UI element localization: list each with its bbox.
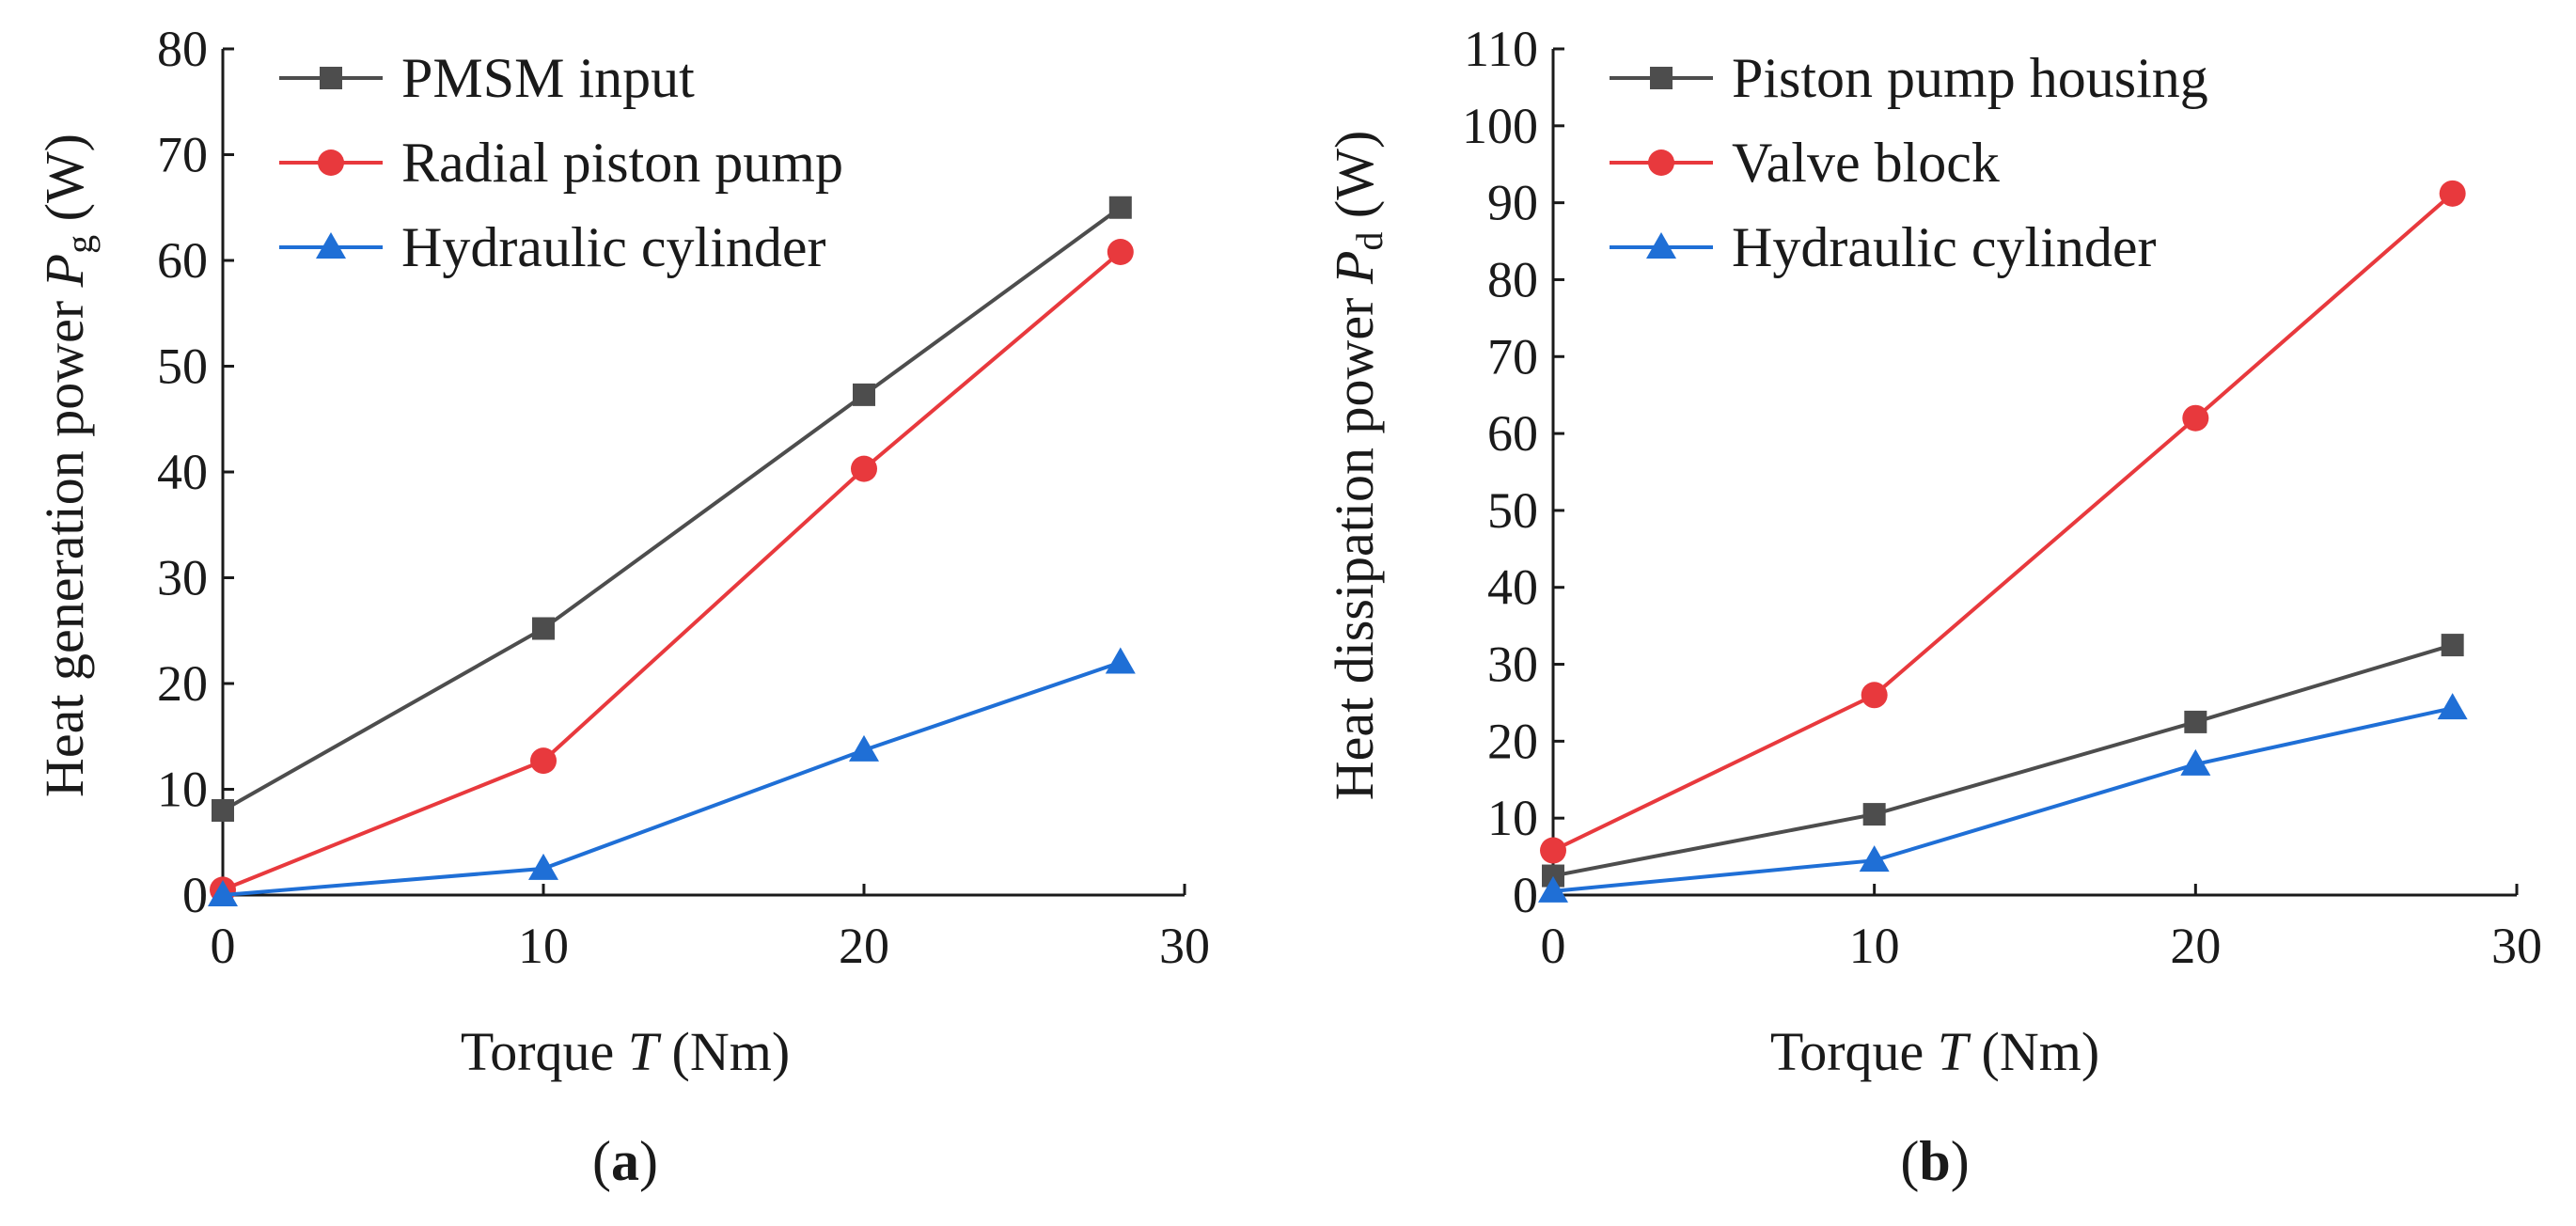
panel-a-series-line-2 <box>222 660 1122 897</box>
panel-a-y-tick-label: 50 <box>157 338 208 395</box>
panel-b-legend-marker-1 <box>1648 149 1674 176</box>
panel-a-x-tick-label: 0 <box>211 918 236 974</box>
panel-b-series-line-2 <box>1552 706 2454 893</box>
panel-a-y-tick-label: 40 <box>157 444 208 500</box>
panel-a-legend-marker-1 <box>318 149 344 176</box>
panel-b-series-2-point <box>2437 693 2468 720</box>
panel-b-series-1-point <box>2182 404 2209 432</box>
panel-a-x-axis-title: Torque T (Nm) <box>461 1021 790 1082</box>
panel-b-series-2-point <box>1538 875 1568 903</box>
panel-b-y-tick-label: 40 <box>1487 559 1538 616</box>
panel-b-series-0-point <box>2184 710 2207 733</box>
panel-a-series-0-point <box>1108 196 1132 219</box>
panel-a-x-tick-label: 10 <box>518 918 569 974</box>
panel-b-series <box>1538 180 2468 903</box>
panel-b-y-tick-label: 80 <box>1487 251 1538 307</box>
panel-a-y-tick-label: 60 <box>157 232 208 289</box>
panel-b-series-2-point <box>1859 845 1890 872</box>
panel-a-series-0-point <box>853 383 875 406</box>
panel-a-series <box>208 196 1136 906</box>
panel-b-ticks: 0 10 20 30 40 50 60 70 80 90 100 110 0 10 20 30 <box>1462 21 2542 974</box>
panel-b-y-tick-label: 70 <box>1487 328 1538 385</box>
panel-b-x-tick-label: 10 <box>1849 918 1900 974</box>
panel-b-x-tick-label: 30 <box>2491 918 2542 974</box>
panel-b-legend: Piston pump housing Valve block Hydraulic … <box>1610 47 2208 278</box>
panel-a-series-0-point <box>532 617 555 640</box>
panel-a-y-tick-label: 0 <box>182 867 208 923</box>
panel-a-series-2-point <box>849 734 879 762</box>
panel-a-series-line-1 <box>222 250 1123 892</box>
panel-b-y-tick-label: 10 <box>1487 790 1538 846</box>
panel-b-y-tick-label: 100 <box>1462 98 1538 154</box>
panel-b-series-0-point <box>2441 634 2464 657</box>
panel-b-legend-marker-2 <box>1646 232 1676 259</box>
panel-b-y-tick-label: 20 <box>1487 713 1538 769</box>
panel-b-x-tick-label: 20 <box>2170 918 2221 974</box>
panel-b-y-tick-label: 60 <box>1487 405 1538 462</box>
panel-b-x-axis-title: Torque T (Nm) <box>1770 1021 2099 1082</box>
panel-a-series-line-0 <box>222 206 1122 812</box>
panel-a-x-tick-label: 30 <box>1159 918 1210 974</box>
panel-b-axes <box>1551 49 2517 897</box>
panel-b-legend-label-2: Hydraulic cylinder <box>1732 216 2157 278</box>
panel-b-y-tick-label: 90 <box>1487 175 1538 231</box>
panel-a-series-1-point <box>851 455 877 482</box>
panel-a-series-0-point <box>212 799 234 822</box>
panel-a-y-tick-label: 80 <box>157 21 208 77</box>
panel-b-series-line-1 <box>1552 192 2454 853</box>
panel-b-chart: 0 10 20 30 40 50 60 70 80 90 100 110 0 10 20 30 Torque … <box>1324 21 2542 1192</box>
panel-a-series-2-point <box>1105 647 1136 674</box>
panel-a-y-axis-title: Heat generation power Pg (W) <box>34 134 101 797</box>
panel-a-series-1-point <box>530 747 557 775</box>
panel-b-series-1-point <box>2439 180 2466 207</box>
panel-a-label: (a) <box>592 1130 658 1192</box>
panel-a-legend-label-1: Radial piston pump <box>401 132 843 194</box>
panel-b-legend-label-0: Piston pump housing <box>1732 47 2208 109</box>
panel-a-ticks: 0 10 20 30 40 50 60 70 80 0 10 20 30 <box>157 21 1210 974</box>
panel-a-legend-marker-0 <box>320 67 342 89</box>
panel-b-series-2-point <box>2180 748 2211 776</box>
panel-b-legend-marker-0 <box>1650 67 1673 89</box>
panel-a-legend-label-0: PMSM input <box>401 47 695 109</box>
panel-b-legend-label-1: Valve block <box>1732 132 2000 194</box>
panel-b-y-tick-label: 0 <box>1513 867 1538 923</box>
panel-a-y-tick-label: 20 <box>157 655 208 712</box>
panel-b-y-axis-title: Heat dissipation power Pd (W) <box>1324 131 1390 801</box>
panel-b-series-1-point <box>1861 682 1888 709</box>
panel-b-y-tick-label: 50 <box>1487 482 1538 539</box>
panel-a-x-tick-label: 20 <box>839 918 889 974</box>
panel-b-y-tick-label: 110 <box>1464 21 1538 77</box>
panel-b-series-0-point <box>1862 803 1886 826</box>
panel-a-legend-marker-2 <box>316 232 346 259</box>
panel-a-legend: PMSM input Radial piston pump Hydraulic cy… <box>279 47 843 278</box>
panel-b-series-1-point <box>1540 837 1566 864</box>
panel-a-y-tick-label: 10 <box>157 762 208 818</box>
panel-a-y-tick-label: 30 <box>157 550 208 606</box>
panel-a-legend-label-2: Hydraulic cylinder <box>401 216 826 278</box>
panel-a-y-tick-label: 70 <box>157 127 208 183</box>
panel-a-series-1-point <box>1107 239 1134 265</box>
panel-b-series-line-0 <box>1552 643 2454 878</box>
panel-b-y-tick-label: 30 <box>1487 637 1538 693</box>
panel-b-label: (b) <box>1900 1130 1969 1192</box>
panel-b-x-tick-label: 0 <box>1541 918 1566 974</box>
panel-a-series-2-point <box>528 853 558 880</box>
panel-a-chart: 0 10 20 30 40 50 60 70 80 0 10 20 30 Torque T (Nm) H… <box>34 21 1210 1192</box>
panel-a-series-2-point <box>208 880 238 906</box>
